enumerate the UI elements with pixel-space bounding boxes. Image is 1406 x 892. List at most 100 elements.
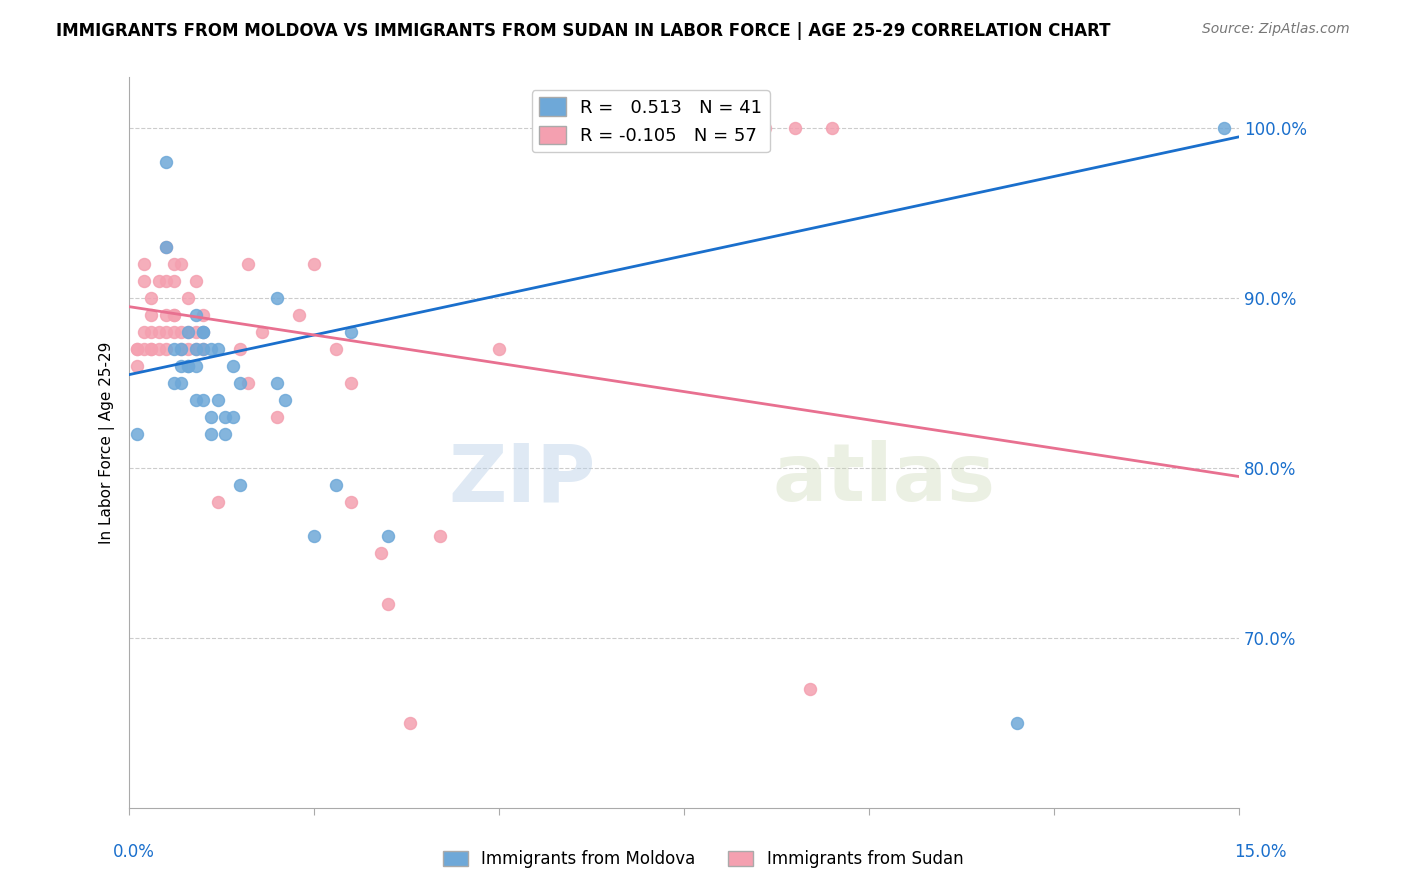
Point — [229, 342, 252, 356]
Point — [651, 121, 673, 136]
Point — [193, 325, 215, 339]
Point — [125, 342, 148, 356]
Point — [377, 529, 399, 543]
Point — [184, 359, 207, 373]
Point — [302, 529, 325, 543]
Point — [162, 342, 184, 356]
Point — [799, 681, 821, 696]
Point — [252, 325, 274, 339]
Point — [229, 376, 252, 390]
Point — [377, 597, 399, 611]
Point — [155, 240, 177, 254]
Point — [236, 257, 259, 271]
Text: ZIP: ZIP — [449, 440, 595, 518]
Point — [429, 529, 451, 543]
Point — [170, 257, 193, 271]
Point — [340, 376, 363, 390]
Point — [148, 342, 170, 356]
Point — [170, 342, 193, 356]
Point — [132, 274, 155, 288]
Point — [155, 325, 177, 339]
Point — [170, 376, 193, 390]
Point — [821, 121, 844, 136]
Point — [125, 359, 148, 373]
Legend: Immigrants from Moldova, Immigrants from Sudan: Immigrants from Moldova, Immigrants from… — [436, 844, 970, 875]
Point — [162, 308, 184, 322]
Point — [177, 325, 200, 339]
Point — [162, 257, 184, 271]
Point — [288, 308, 311, 322]
Point — [141, 308, 163, 322]
Text: 15.0%: 15.0% — [1234, 843, 1286, 861]
Point — [125, 427, 148, 442]
Point — [621, 121, 644, 136]
Point — [162, 308, 184, 322]
Text: Source: ZipAtlas.com: Source: ZipAtlas.com — [1202, 22, 1350, 37]
Point — [236, 376, 259, 390]
Point — [214, 410, 236, 425]
Point — [155, 240, 177, 254]
Point — [184, 393, 207, 408]
Point — [399, 715, 422, 730]
Text: 0.0%: 0.0% — [112, 843, 155, 861]
Point — [193, 325, 215, 339]
Point — [754, 121, 776, 136]
Point — [132, 257, 155, 271]
Point — [370, 546, 392, 560]
Point — [162, 325, 184, 339]
Point — [193, 393, 215, 408]
Point — [177, 325, 200, 339]
Point — [1213, 121, 1236, 136]
Point — [170, 342, 193, 356]
Point — [266, 291, 288, 305]
Point — [155, 308, 177, 322]
Point — [340, 495, 363, 509]
Point — [177, 291, 200, 305]
Point — [207, 495, 229, 509]
Point — [177, 359, 200, 373]
Point — [266, 410, 288, 425]
Point — [273, 393, 295, 408]
Point — [193, 308, 215, 322]
Point — [177, 342, 200, 356]
Point — [222, 359, 245, 373]
Point — [155, 342, 177, 356]
Point — [193, 342, 215, 356]
Point — [184, 342, 207, 356]
Point — [1005, 715, 1028, 730]
Point — [132, 342, 155, 356]
Point — [340, 325, 363, 339]
Point — [132, 325, 155, 339]
Legend: R =   0.513   N = 41, R = -0.105   N = 57: R = 0.513 N = 41, R = -0.105 N = 57 — [531, 90, 769, 153]
Point — [141, 291, 163, 305]
Point — [488, 342, 510, 356]
Point — [170, 325, 193, 339]
Point — [125, 342, 148, 356]
Point — [184, 342, 207, 356]
Point — [207, 342, 229, 356]
Point — [184, 308, 207, 322]
Point — [783, 121, 806, 136]
Point — [162, 376, 184, 390]
Point — [184, 325, 207, 339]
Point — [148, 274, 170, 288]
Text: atlas: atlas — [773, 440, 995, 518]
Point — [229, 478, 252, 492]
Point — [141, 342, 163, 356]
Point — [193, 325, 215, 339]
Point — [155, 274, 177, 288]
Point — [325, 478, 347, 492]
Point — [207, 393, 229, 408]
Point — [141, 342, 163, 356]
Point — [266, 376, 288, 390]
Point — [170, 359, 193, 373]
Point — [177, 359, 200, 373]
Point — [200, 427, 222, 442]
Point — [141, 325, 163, 339]
Point — [162, 274, 184, 288]
Point — [214, 427, 236, 442]
Point — [148, 325, 170, 339]
Point — [193, 342, 215, 356]
Text: IMMIGRANTS FROM MOLDOVA VS IMMIGRANTS FROM SUDAN IN LABOR FORCE | AGE 25-29 CORR: IMMIGRANTS FROM MOLDOVA VS IMMIGRANTS FR… — [56, 22, 1111, 40]
Point — [200, 410, 222, 425]
